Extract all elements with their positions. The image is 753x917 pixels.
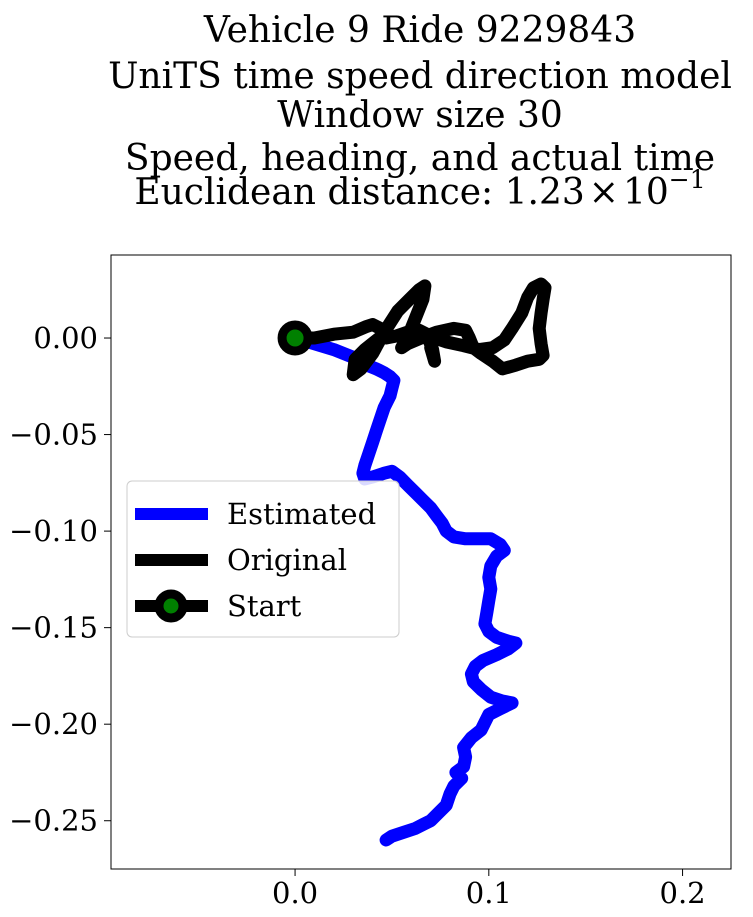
y-tick-label-5: −0.25 [9,804,98,838]
legend-marker-start [154,589,188,623]
y-tick-label-3: −0.15 [9,611,98,645]
x-axis: 0.0 0.1 0.2 [272,869,706,910]
title-line-1: Vehicle 9 Ride 9229843 [203,10,636,51]
title-metric-label: Euclidean distance: [134,172,504,213]
y-tick-label-1: −0.05 [9,418,98,452]
title-metric-times: × [589,172,619,213]
y-axis: 0.00 −0.05 −0.10 −0.15 −0.20 −0.25 [9,321,111,838]
x-tick-label-0: 0.0 [272,876,318,910]
legend-label-original: Original [227,543,347,577]
y-tick-label-4: −0.20 [9,707,98,741]
series-original-line [288,277,552,382]
y-tick-label-2: −0.10 [9,514,98,548]
legend: Estimated Original Start [126,480,400,638]
title-line-2: UniTS time speed direction model [108,56,732,97]
title-metric-mantissa: 1.23 [505,172,585,213]
legend-label-estimated: Estimated [227,497,376,531]
chart-title: Vehicle 9 Ride 9229843 UniTS time speed d… [108,10,732,213]
title-metric-base: 10 [623,172,669,213]
title-metric: Euclidean distance: 1.23 × 10−1 [134,165,705,214]
start-layer [277,320,313,356]
series-estimated-line [288,331,523,847]
x-tick-label-1: 0.1 [466,876,512,910]
title-line-3: Window size 30 [277,95,563,136]
x-tick-label-2: 0.2 [660,876,706,910]
start-marker [277,320,313,356]
title-line-4: Speed, heading, and actual time [125,138,715,179]
series-layer [288,277,552,847]
plot-frame [110,254,732,870]
y-tick-label-0: 0.00 [33,321,98,355]
legend-label-start: Start [227,589,302,623]
title-metric-exponent: −1 [669,165,706,194]
